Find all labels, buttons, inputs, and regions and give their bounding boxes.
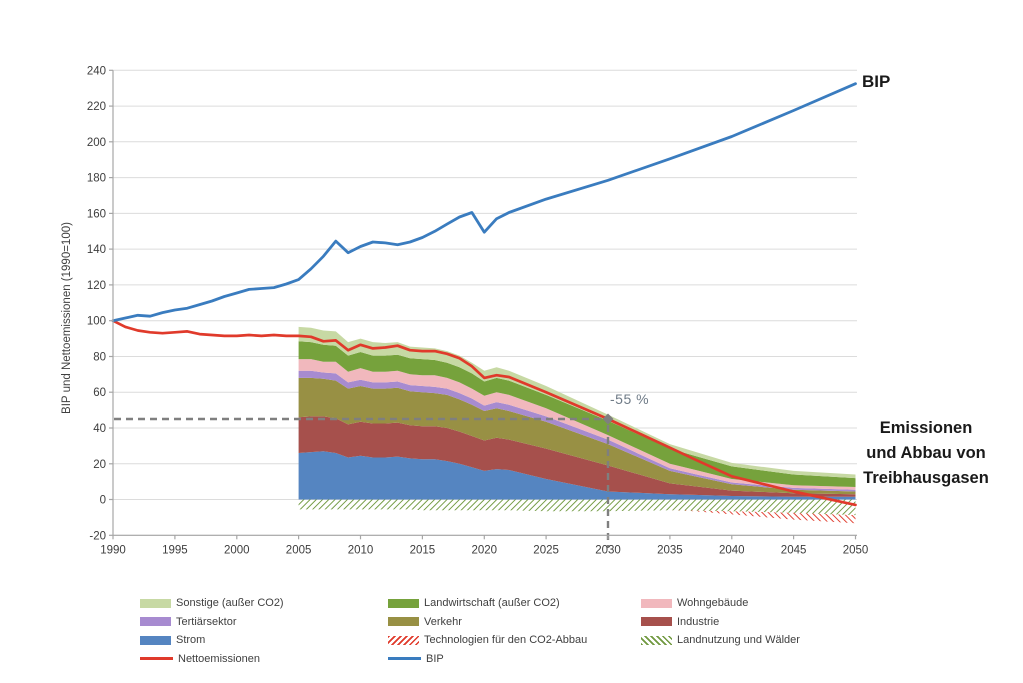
line-nettoemissionen bbox=[111, 319, 857, 507]
legend-swatch bbox=[388, 598, 419, 608]
legend-item: Verkehr bbox=[388, 613, 641, 632]
svg-text:240: 240 bbox=[87, 65, 106, 77]
legend-item: Landnutzung und Wälder bbox=[641, 631, 881, 650]
legend-item: Wohngebäude bbox=[641, 594, 881, 613]
emissions-label-line2: und Abbau von bbox=[866, 444, 986, 462]
legend-label: Wohngebäude bbox=[677, 597, 749, 610]
svg-text:2020: 2020 bbox=[472, 544, 498, 556]
legend-swatch bbox=[140, 635, 171, 645]
emissions-label-line1: Emissionen bbox=[879, 419, 973, 437]
svg-text:2050: 2050 bbox=[843, 544, 869, 556]
legend-label: Sonstige (außer CO2) bbox=[176, 597, 284, 610]
area-technologien-co2-abbau bbox=[298, 509, 856, 524]
legend-swatch bbox=[140, 617, 171, 627]
svg-text:220: 220 bbox=[87, 101, 106, 113]
legend-swatch bbox=[388, 635, 419, 645]
legend-label: Industrie bbox=[677, 615, 720, 628]
legend-column: Sonstige (außer CO2) Tertiärsektor Strom Ne… bbox=[140, 594, 388, 668]
legend-item: Strom bbox=[140, 631, 388, 650]
svg-text:2000: 2000 bbox=[224, 544, 250, 556]
target-diamond-marker bbox=[602, 413, 614, 425]
bip-series-label: BIP bbox=[862, 72, 891, 91]
area-terti-rsektor bbox=[298, 370, 856, 492]
svg-text:2025: 2025 bbox=[533, 544, 559, 556]
target-annotation-label: -55 % bbox=[610, 391, 650, 407]
area-sonstige-au-er-co2- bbox=[298, 326, 856, 479]
legend-item: Nettoemissionen bbox=[140, 650, 388, 669]
legend-swatch bbox=[140, 657, 173, 661]
svg-text:100: 100 bbox=[87, 316, 106, 328]
area-industrie bbox=[298, 416, 856, 497]
legend-label: Tertiärsektor bbox=[176, 615, 237, 628]
legend-item: Tertiärsektor bbox=[140, 613, 388, 632]
y-axis-title: BIP und Nettoemissionen (1990=100) bbox=[61, 222, 73, 414]
svg-text:40: 40 bbox=[93, 423, 106, 435]
chart-plot: -200204060801001201401601802002202401990… bbox=[87, 65, 868, 556]
stacked-areas bbox=[298, 326, 856, 500]
svg-text:2035: 2035 bbox=[657, 544, 683, 556]
svg-text:160: 160 bbox=[87, 208, 106, 220]
svg-text:180: 180 bbox=[87, 173, 106, 185]
svg-text:2030: 2030 bbox=[595, 544, 621, 556]
svg-text:2040: 2040 bbox=[719, 544, 745, 556]
area-landnutzung-und-waelder bbox=[298, 499, 856, 516]
legend-swatch bbox=[641, 635, 672, 645]
legend-column: Wohngebäude Industrie Landnutzung und Wäld… bbox=[641, 594, 881, 668]
svg-text:0: 0 bbox=[100, 495, 106, 507]
legend-label: Verkehr bbox=[424, 615, 462, 628]
area-strom bbox=[298, 451, 856, 500]
legend-swatch bbox=[641, 598, 672, 608]
emissions-label-line3: Treibhausgasen bbox=[863, 469, 989, 487]
legend-item: Industrie bbox=[641, 613, 881, 632]
legend-label: Landwirtschaft (außer CO2) bbox=[424, 597, 560, 610]
svg-text:140: 140 bbox=[87, 244, 106, 256]
legend-label: Strom bbox=[176, 634, 206, 647]
legend-label: Landnutzung und Wälder bbox=[677, 634, 800, 647]
legend-label: Nettoemissionen bbox=[178, 652, 260, 665]
area-wohngeb-ude bbox=[298, 359, 856, 490]
svg-text:20: 20 bbox=[93, 459, 106, 471]
area-landwirtschaft-au-er-co2- bbox=[298, 341, 856, 487]
legend-item: BIP bbox=[388, 650, 641, 669]
emissions-series-label: Emissionen und Abbau von Treibhausgasen bbox=[840, 416, 1012, 491]
svg-text:60: 60 bbox=[93, 387, 106, 399]
negative-areas bbox=[298, 499, 856, 524]
legend-swatch bbox=[641, 617, 672, 627]
legend-item: Sonstige (außer CO2) bbox=[140, 594, 388, 613]
svg-text:1990: 1990 bbox=[100, 544, 126, 556]
axes: -200204060801001201401601802002202401990… bbox=[87, 65, 868, 556]
legend-label: BIP bbox=[426, 652, 444, 665]
legend-label: Technologien für den CO2-Abbau bbox=[424, 634, 588, 647]
svg-text:2015: 2015 bbox=[410, 544, 436, 556]
svg-text:-20: -20 bbox=[89, 530, 106, 542]
svg-text:120: 120 bbox=[87, 280, 106, 292]
legend-swatch bbox=[140, 598, 171, 608]
legend-swatch bbox=[388, 617, 419, 627]
svg-text:2010: 2010 bbox=[348, 544, 374, 556]
legend-swatch bbox=[388, 657, 421, 661]
svg-text:2045: 2045 bbox=[781, 544, 807, 556]
svg-text:200: 200 bbox=[87, 137, 106, 149]
svg-text:80: 80 bbox=[93, 352, 106, 364]
legend-column: Landwirtschaft (außer CO2) Verkehr Technol… bbox=[388, 594, 641, 668]
svg-text:2005: 2005 bbox=[286, 544, 312, 556]
chart-legend: Sonstige (außer CO2) Tertiärsektor Strom Ne… bbox=[140, 594, 881, 668]
legend-item: Technologien für den CO2-Abbau bbox=[388, 631, 641, 650]
area-verkehr bbox=[298, 377, 856, 495]
legend-item: Landwirtschaft (außer CO2) bbox=[388, 594, 641, 613]
line-bip bbox=[111, 82, 857, 323]
svg-text:1995: 1995 bbox=[162, 544, 188, 556]
